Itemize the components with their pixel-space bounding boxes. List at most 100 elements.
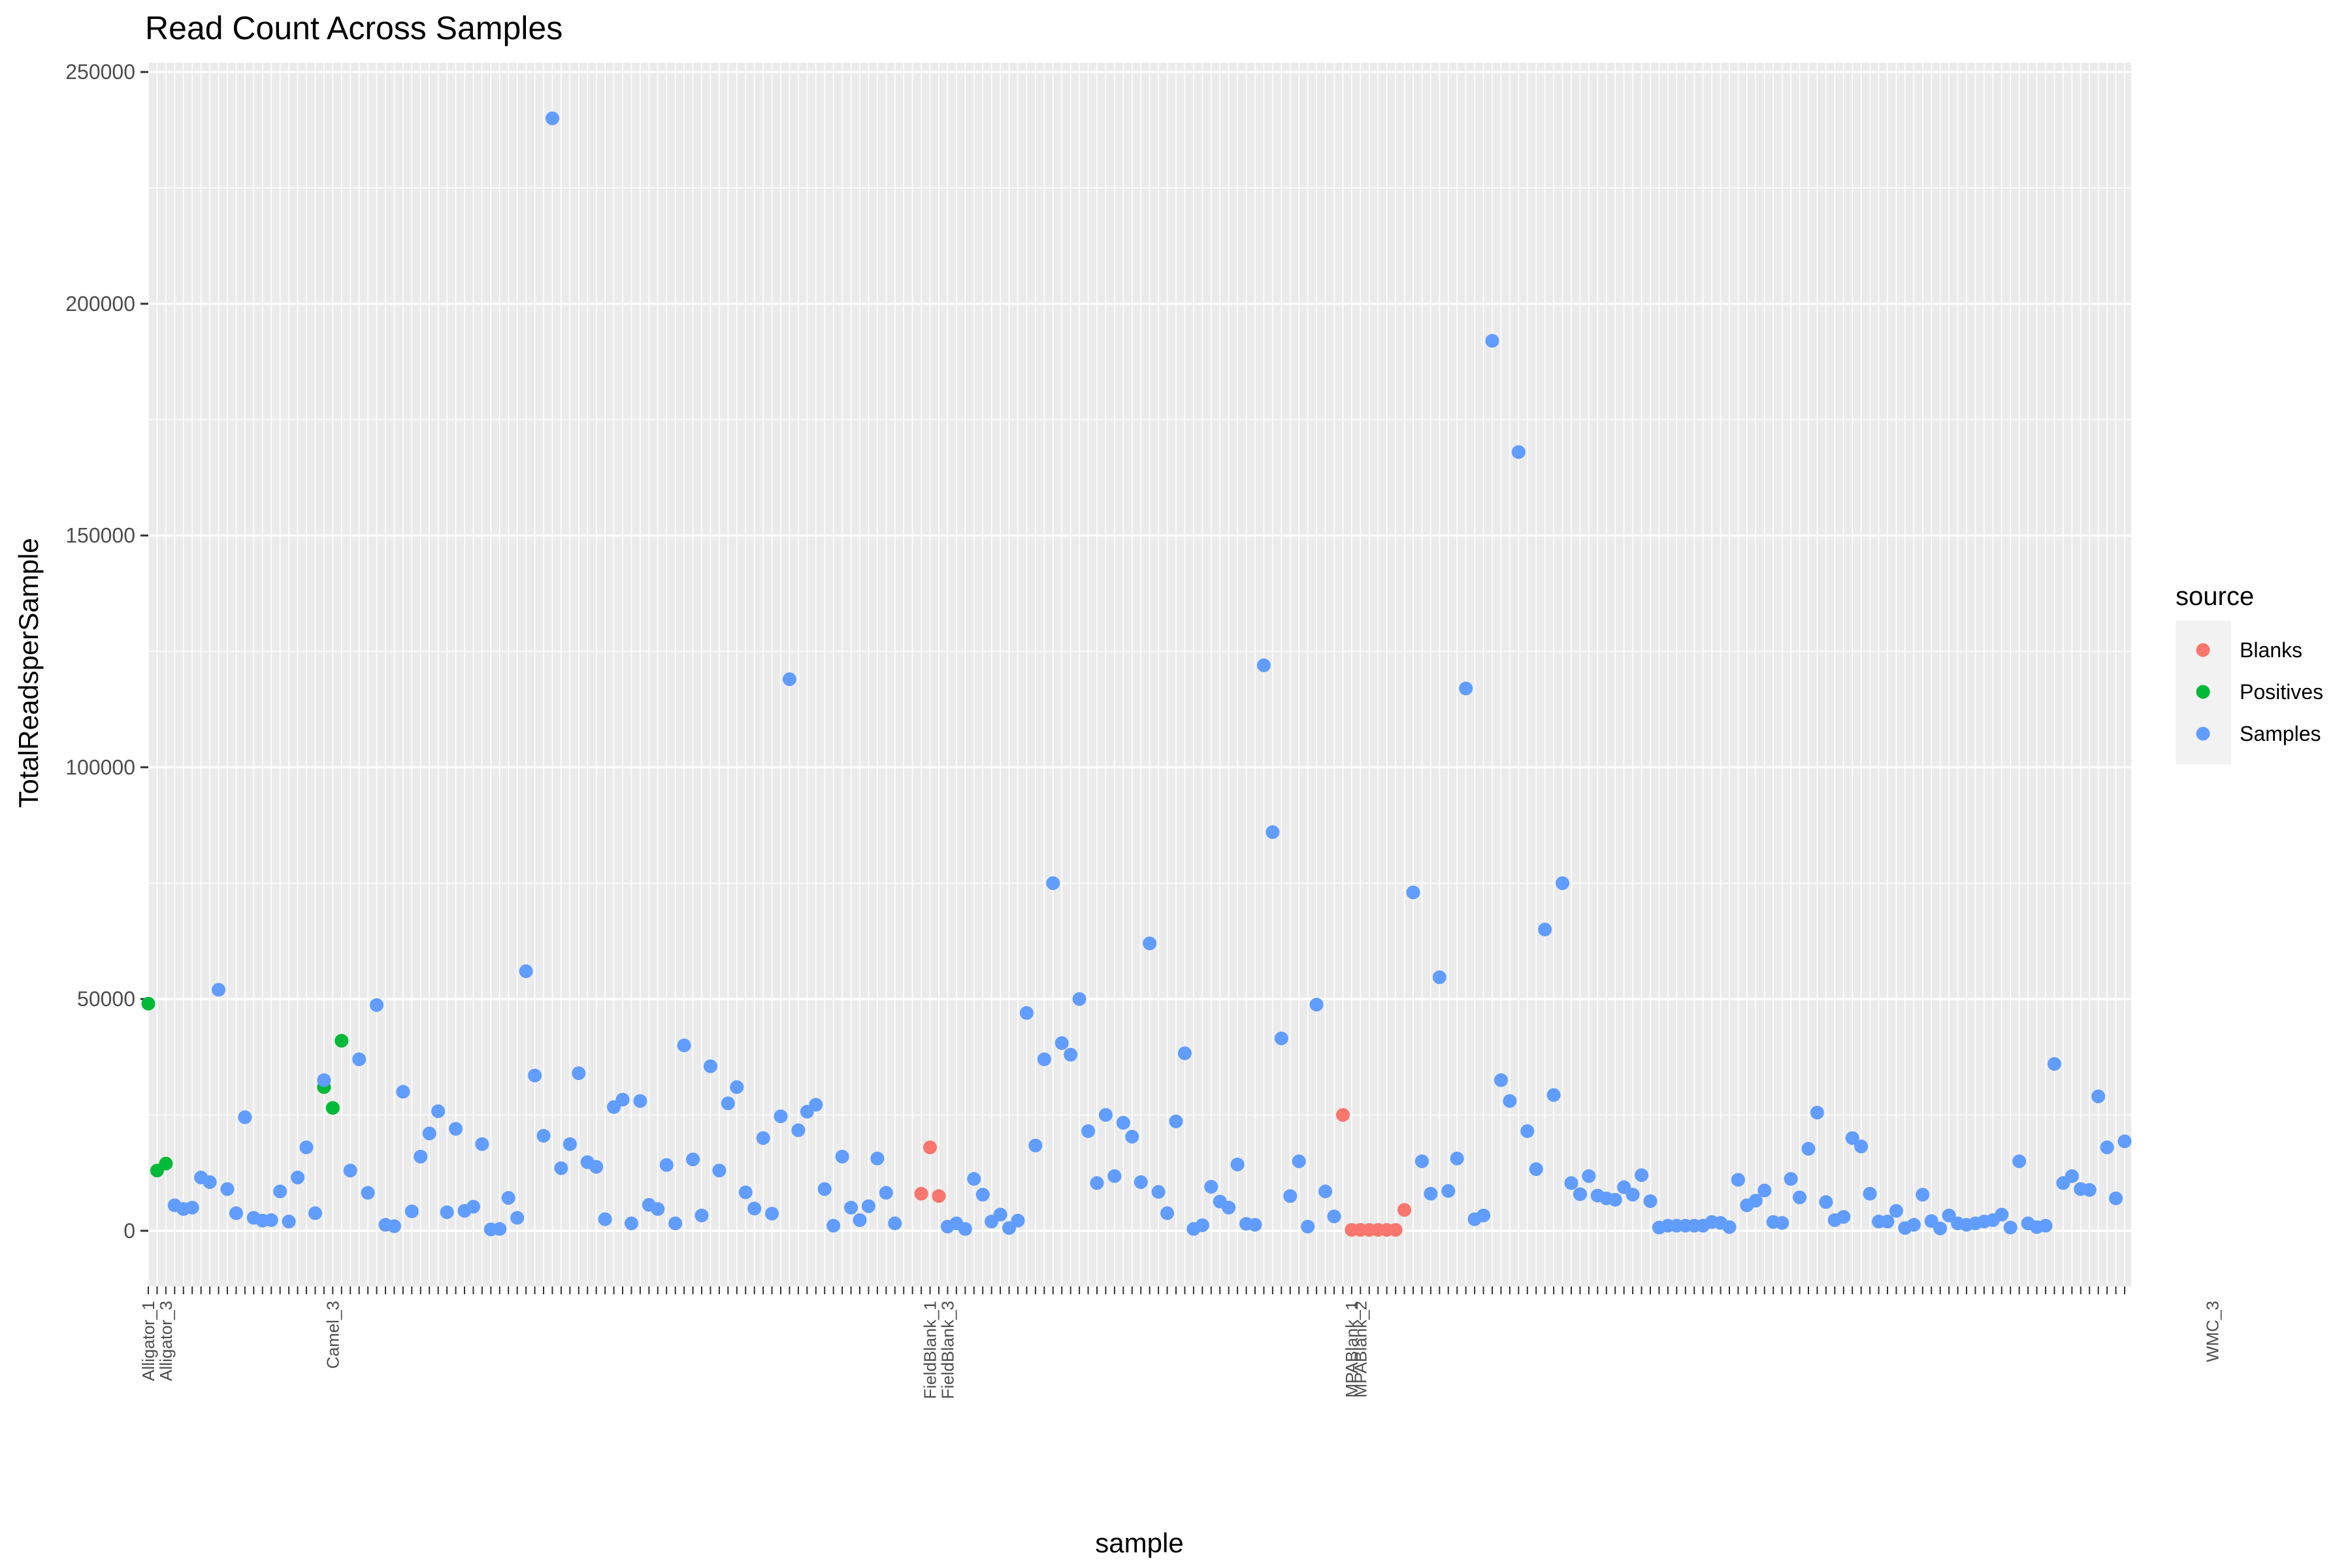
data-point-samples — [1503, 1094, 1517, 1108]
data-point-samples — [1125, 1130, 1139, 1144]
x-tick-label: WMC_3 — [2202, 1301, 2222, 1362]
x-axis-title: sample — [1095, 1527, 1183, 1558]
data-point-samples — [1309, 998, 1324, 1012]
x-tick-label: MPABlank_1 — [1342, 1301, 1362, 1397]
x-tick-label: FieldBlank_1 — [921, 1301, 940, 1399]
x-tick-label: MPABlank_2 — [1350, 1301, 1370, 1397]
data-point-samples — [598, 1212, 612, 1226]
data-point-samples — [1556, 876, 1570, 890]
data-point-blanks — [1388, 1222, 1403, 1237]
data-point-samples — [404, 1204, 419, 1218]
data-point-samples — [1011, 1213, 1025, 1228]
data-point-samples — [817, 1182, 832, 1196]
data-point-samples — [1160, 1206, 1175, 1220]
y-axis-title: TotalReadsperSample — [13, 538, 44, 808]
y-tick-label: 150000 — [65, 524, 135, 547]
data-point-samples — [1494, 1073, 1508, 1087]
data-point-samples — [1151, 1184, 1166, 1199]
data-point-samples — [1889, 1203, 1903, 1218]
data-point-samples — [1775, 1216, 1789, 1230]
data-point-samples — [2038, 1218, 2053, 1233]
data-point-samples — [422, 1126, 436, 1141]
data-point-samples — [1037, 1052, 1051, 1066]
legend-key-samples — [2196, 727, 2210, 741]
data-point-samples — [879, 1186, 893, 1200]
data-point-samples — [677, 1038, 691, 1053]
data-point-samples — [203, 1175, 217, 1189]
data-point-samples — [1318, 1184, 1333, 1199]
data-point-samples — [615, 1092, 630, 1107]
data-point-samples — [730, 1080, 744, 1094]
data-point-samples — [1942, 1208, 1956, 1222]
data-point-samples — [1406, 885, 1420, 900]
data-point-samples — [282, 1215, 296, 1229]
data-point-samples — [2047, 1056, 2061, 1071]
data-point-samples — [1424, 1186, 1438, 1201]
data-point-samples — [1511, 445, 1526, 459]
data-point-samples — [844, 1200, 858, 1215]
data-point-samples — [1863, 1186, 1877, 1201]
data-point-samples — [1573, 1187, 1587, 1201]
data-point-samples — [1414, 1154, 1429, 1168]
data-point-samples — [870, 1151, 885, 1166]
data-point-samples — [712, 1164, 727, 1178]
data-point-samples — [1054, 1036, 1069, 1051]
legend-key-blanks — [2196, 643, 2210, 657]
data-point-samples — [1854, 1139, 1869, 1154]
data-point-samples — [291, 1170, 305, 1184]
data-point-samples — [975, 1188, 990, 1202]
grid-lines — [148, 63, 2131, 1286]
data-point-samples — [1643, 1194, 1658, 1208]
data-point-samples — [536, 1128, 551, 1143]
y-tick-label: 250000 — [65, 60, 135, 84]
data-point-samples — [1195, 1218, 1209, 1232]
data-point-samples — [2109, 1191, 2123, 1205]
data-point-samples — [185, 1200, 199, 1215]
data-point-samples — [361, 1186, 375, 1200]
data-point-samples — [1801, 1141, 1816, 1156]
data-point-samples — [1529, 1162, 1543, 1177]
data-point-samples — [659, 1158, 674, 1172]
data-point-samples — [1538, 923, 1552, 937]
data-point-samples — [528, 1068, 542, 1083]
data-point-samples — [1810, 1105, 1824, 1120]
data-point-samples — [1546, 1088, 1561, 1102]
data-point-positives — [325, 1101, 340, 1115]
data-point-samples — [624, 1217, 638, 1231]
data-points — [141, 111, 2132, 1237]
data-point-samples — [835, 1149, 849, 1164]
data-point-samples — [2100, 1140, 2114, 1154]
data-point-samples — [414, 1149, 428, 1164]
data-point-samples — [826, 1218, 841, 1233]
data-point-samples — [1098, 1107, 1113, 1122]
data-point-samples — [765, 1207, 779, 1221]
data-point-samples — [1837, 1210, 1851, 1224]
data-point-samples — [721, 1096, 735, 1111]
legend-title: source — [2176, 582, 2254, 611]
data-point-samples — [651, 1202, 665, 1217]
data-point-samples — [1143, 936, 1157, 951]
legend-label-samples: Samples — [2240, 722, 2321, 745]
data-point-samples — [1028, 1138, 1043, 1152]
data-point-samples — [774, 1109, 788, 1124]
data-point-samples — [440, 1205, 454, 1219]
data-point-samples — [1784, 1171, 1798, 1186]
data-point-samples — [308, 1206, 322, 1220]
data-point-samples — [756, 1131, 770, 1145]
data-point-samples — [1477, 1208, 1491, 1222]
data-point-samples — [1248, 1218, 1262, 1232]
data-point-samples — [352, 1052, 367, 1066]
y-tick-label: 50000 — [77, 987, 135, 1011]
data-point-samples — [809, 1098, 823, 1112]
data-point-samples — [220, 1182, 235, 1196]
data-point-samples — [1046, 876, 1060, 890]
data-point-samples — [1116, 1116, 1130, 1130]
data-point-samples — [1292, 1154, 1306, 1168]
data-point-samples — [1748, 1194, 1763, 1208]
data-point-samples — [747, 1201, 762, 1216]
data-point-samples — [572, 1066, 586, 1081]
data-point-samples — [2003, 1220, 2017, 1235]
data-point-samples — [1722, 1220, 1737, 1234]
